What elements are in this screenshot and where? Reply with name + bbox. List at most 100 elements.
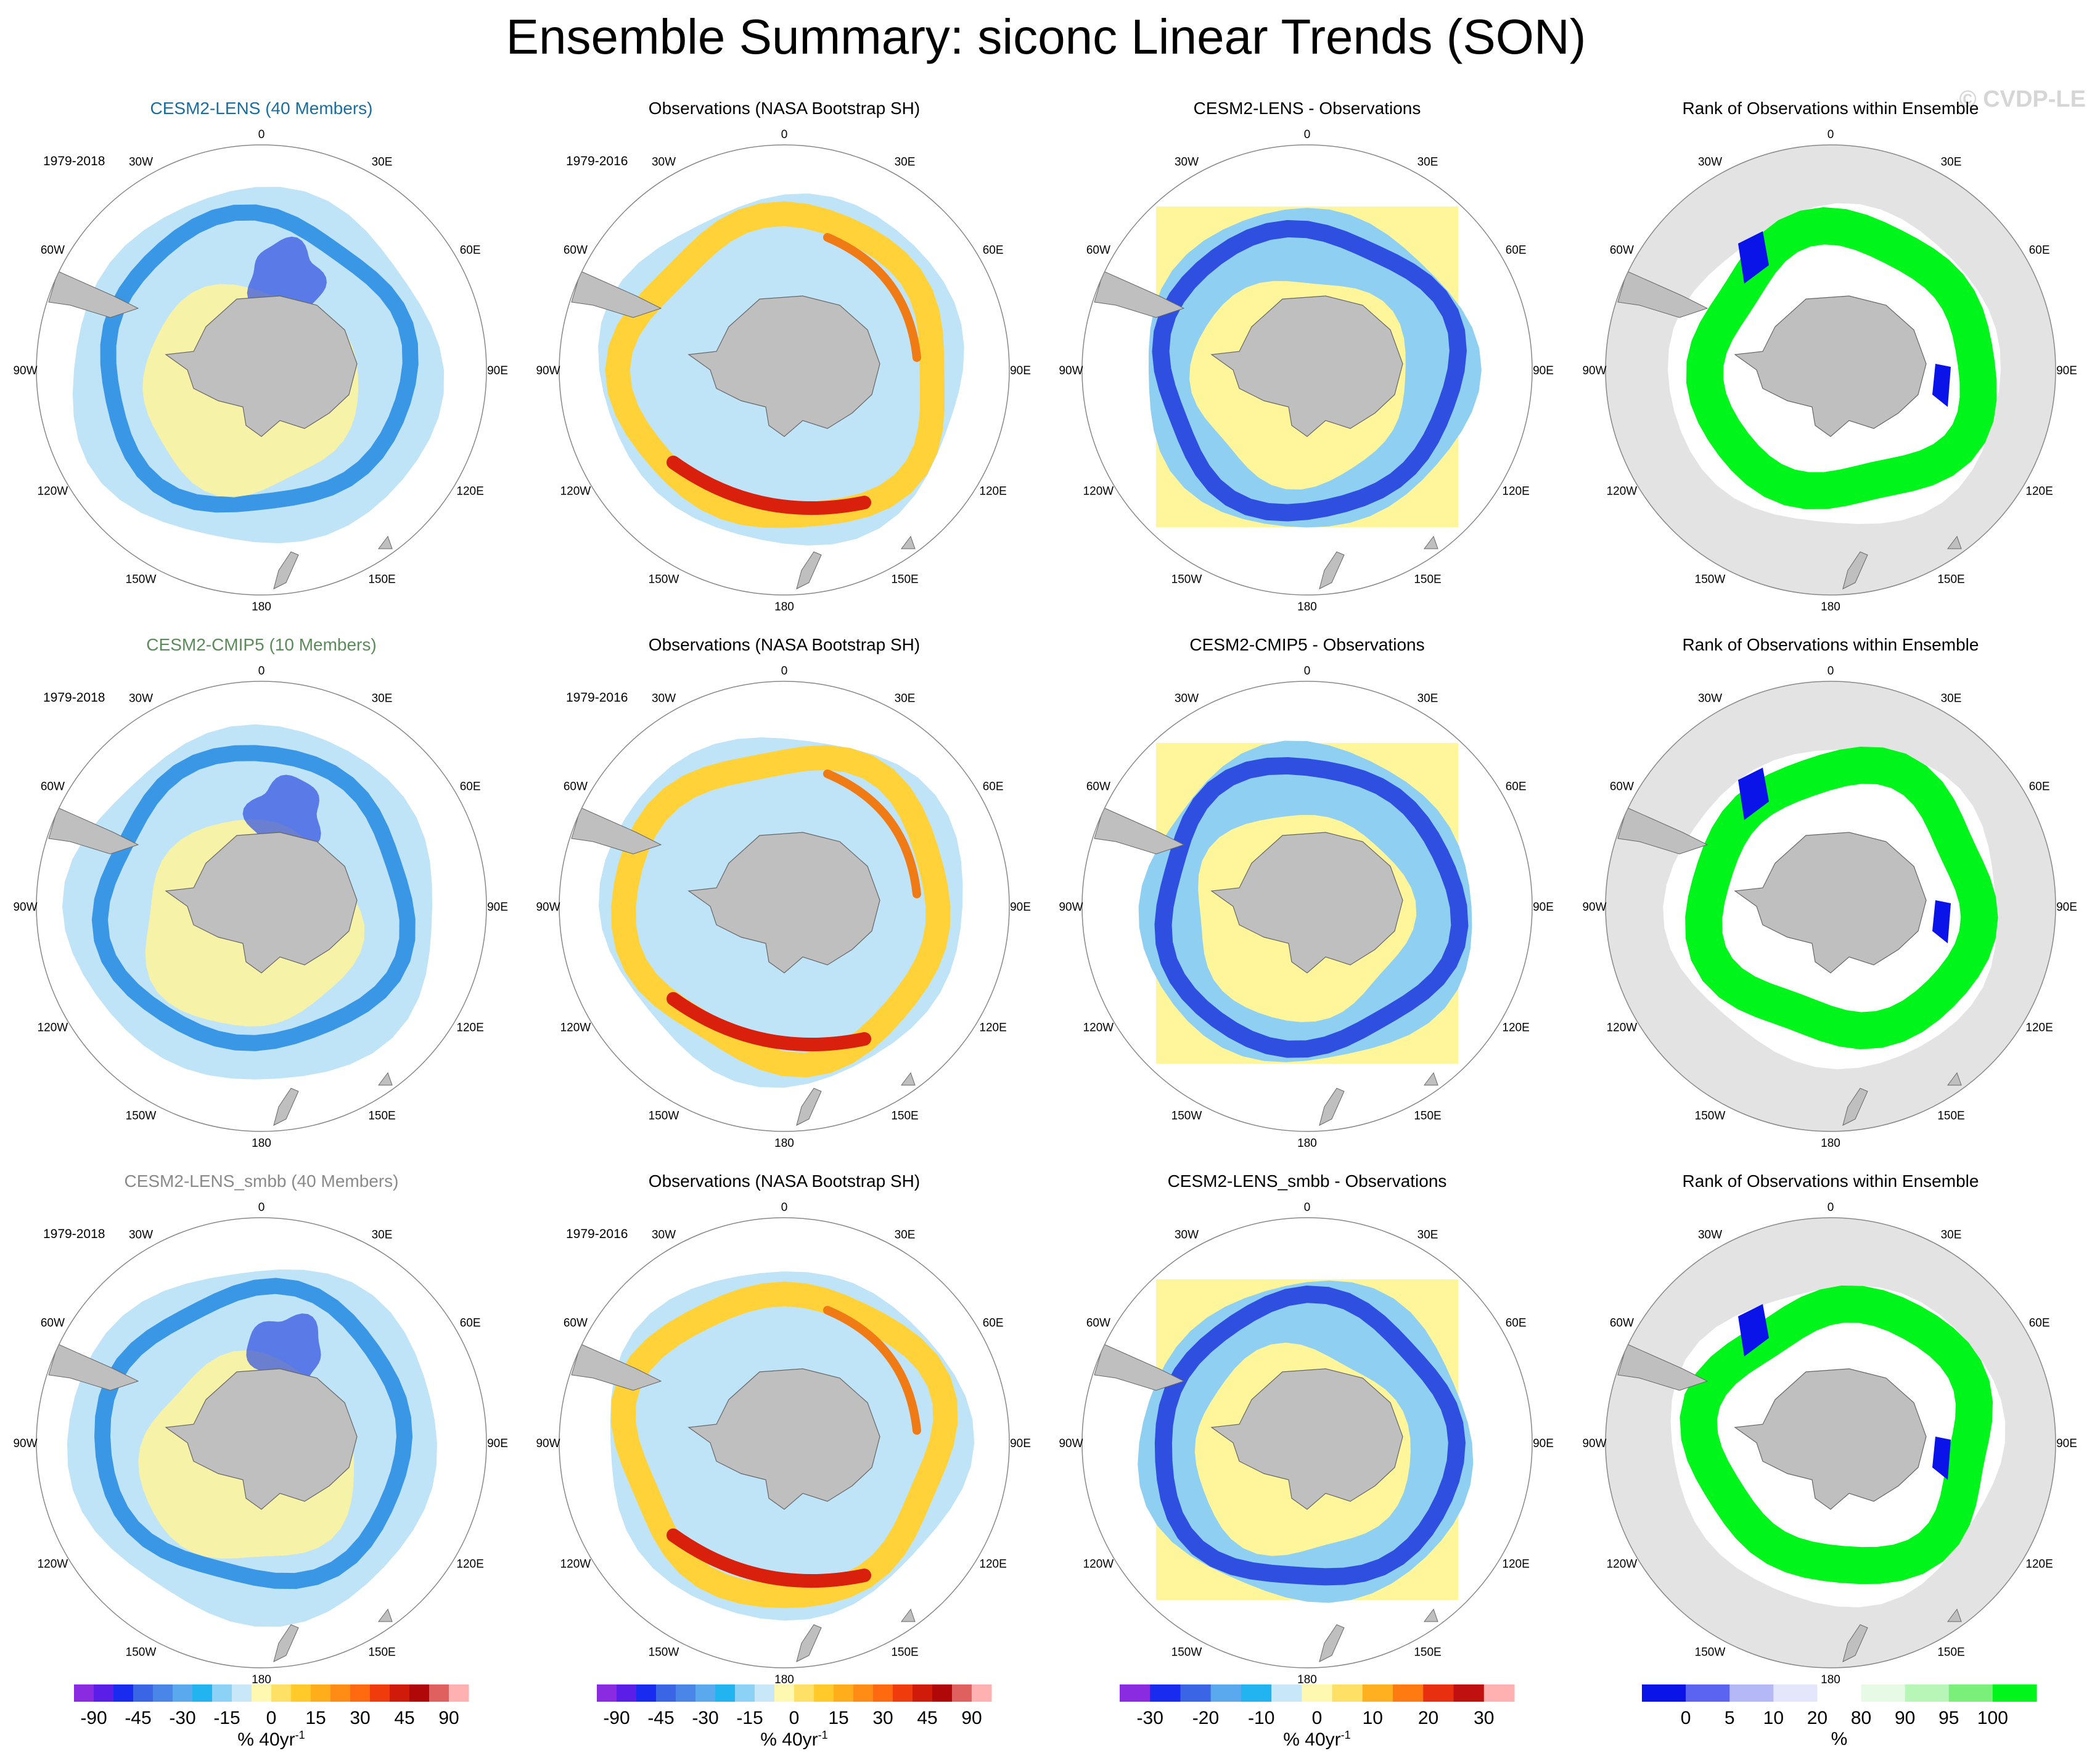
map-content	[1094, 1279, 1474, 1662]
tasmania-landmass	[1424, 535, 1438, 549]
colorbar-swatch	[1302, 1684, 1333, 1702]
map-content	[48, 187, 444, 589]
south-america-landmass	[1094, 807, 1185, 855]
longitude-label: 60W	[41, 781, 65, 794]
high-rank-band	[1680, 1286, 1993, 1585]
colorbar-tick-label: -30	[169, 1708, 195, 1728]
colorbar-swatch	[1120, 1684, 1151, 1702]
longitude-label: 60W	[1610, 781, 1634, 794]
moderate-positive-band	[823, 1306, 921, 1435]
colorbar-tick-label: 0	[1681, 1708, 1691, 1728]
tasmania-landmass	[1947, 1072, 1962, 1086]
south-america-landmass	[48, 807, 139, 855]
longitude-label: 0	[1827, 1201, 1834, 1214]
low-rank-patch	[1738, 231, 1769, 284]
low-rank-patch	[1738, 1304, 1769, 1356]
panel-title: Observations (NASA Bootstrap SH)	[648, 1171, 921, 1191]
colorbar-tick-label: -90	[603, 1708, 630, 1728]
longitude-label: 150W	[126, 1110, 157, 1123]
colorbar-swatch	[932, 1684, 953, 1702]
period-label: 1979-2016	[566, 154, 628, 168]
colorbar-swatch	[695, 1684, 716, 1702]
longitude-label: 120W	[1083, 1558, 1114, 1571]
longitude-label: 150E	[368, 573, 395, 586]
colorbar-swatch	[656, 1684, 676, 1702]
antarctica-landmass	[1210, 832, 1403, 974]
longitude-label: 0	[781, 1201, 788, 1214]
longitude-label: 120W	[38, 1558, 68, 1571]
antarctica-landmass	[165, 1368, 358, 1510]
new-zealand-landmass	[1319, 1624, 1345, 1662]
map-panel-obs: 0 30E 60E 90E 120E 150E 180 150W 120W 90W 60W 30W Ob…	[523, 86, 1046, 623]
longitude-label: 150W	[649, 573, 679, 586]
longitude-label: 60W	[1086, 1317, 1110, 1330]
longitude-label: 150W	[1171, 1646, 1202, 1659]
longitude-label: 30E	[1417, 1228, 1438, 1241]
panel-title: Rank of Observations within Ensemble	[1682, 1171, 1979, 1191]
longitude-label: 120E	[1502, 485, 1529, 498]
colorbar-unit-label: % 40yr-1	[760, 1729, 828, 1750]
colorbar-swatch	[113, 1684, 134, 1702]
longitude-label: 0	[258, 1201, 265, 1214]
longitude-label: 120E	[456, 1022, 483, 1035]
longitude-label: 30E	[1941, 155, 1962, 168]
longitude-label: 180	[1297, 601, 1317, 613]
colorbar-unit-label: %	[1831, 1729, 1848, 1749]
tasmania-landmass	[378, 1608, 393, 1622]
panel-title: Observations (NASA Bootstrap SH)	[648, 99, 921, 118]
colorbar-tick-label: -45	[647, 1708, 674, 1728]
colorbar-tick-label: 45	[917, 1708, 937, 1728]
longitude-label: 60E	[2029, 781, 2050, 794]
colorbar-tick-label: 0	[266, 1708, 277, 1728]
panel-title: CESM2-LENS_smbb (40 Members)	[124, 1171, 399, 1191]
longitude-label: 120W	[560, 1558, 591, 1571]
longitude-label: 60W	[564, 244, 588, 257]
colorbar-obs: -90 -45 -30 -15 0 15 30 45 90 % 40yr-1	[594, 1683, 995, 1757]
longitude-label: 180	[252, 601, 271, 613]
colorbar-swatch	[94, 1684, 114, 1702]
longitude-label: 60W	[1086, 781, 1110, 794]
colorbar-swatch	[1773, 1684, 1818, 1702]
longitude-label: 90W	[536, 901, 560, 914]
colorbar-tick-label: 30	[350, 1708, 370, 1728]
longitude-label: 150E	[891, 1110, 918, 1123]
antarctica-landmass	[1734, 1368, 1927, 1510]
longitude-label: 120W	[1607, 1022, 1638, 1035]
colorbar-swatch	[1210, 1684, 1242, 1702]
colorbar-tick-label: -45	[125, 1708, 151, 1728]
longitude-label: 0	[1304, 128, 1311, 141]
colorbar-swatch	[676, 1684, 696, 1702]
colorbar-swatch	[1992, 1684, 2037, 1702]
colorbar-swatch	[252, 1684, 272, 1702]
longitude-label: 150E	[891, 573, 918, 586]
high-rank-band	[1686, 207, 1997, 509]
longitude-label: 150W	[126, 1646, 157, 1659]
map-boundary	[36, 1217, 487, 1668]
longitude-label: 30E	[895, 1228, 916, 1241]
longitude-label: 150E	[1414, 1110, 1441, 1123]
south-america-landmass	[1094, 271, 1185, 318]
longitude-label: 30W	[652, 1228, 676, 1241]
colorbar-diff: -30 -20 -10 0 10 20 30 % 40yr-1	[1117, 1683, 1517, 1757]
longitude-label: 60E	[1506, 781, 1527, 794]
antarctica-landmass	[1734, 832, 1927, 974]
longitude-label: 60E	[983, 1317, 1004, 1330]
new-zealand-landmass	[796, 551, 822, 589]
panel-title: CESM2-LENS_smbb - Observations	[1167, 1171, 1447, 1191]
south-america-landmass	[48, 271, 139, 318]
longitude-label: 30W	[129, 155, 153, 168]
new-zealand-landmass	[1842, 1624, 1868, 1662]
colorbar-unit-label: % 40yr-1	[237, 1729, 305, 1750]
colorbar-swatches: 0 5 10 20 80 90 95 100	[1642, 1684, 2037, 1728]
colorbar-swatch	[1483, 1684, 1515, 1702]
colorbar-swatch	[774, 1684, 795, 1702]
colorbar-unit-label: % 40yr-1	[1283, 1729, 1351, 1750]
longitude-label: 90W	[13, 1437, 37, 1450]
map-content	[571, 193, 964, 589]
longitude-label: 30W	[1698, 692, 1722, 705]
tasmania-landmass	[378, 535, 393, 549]
longitude-label: 90W	[1059, 901, 1083, 914]
map-content	[1094, 207, 1482, 589]
longitude-label: 150E	[1414, 1646, 1441, 1659]
polar-map: 0 30E 60E 90E 120E 150E 180 150W 120W 90W 60W 30W	[1059, 1201, 1553, 1686]
